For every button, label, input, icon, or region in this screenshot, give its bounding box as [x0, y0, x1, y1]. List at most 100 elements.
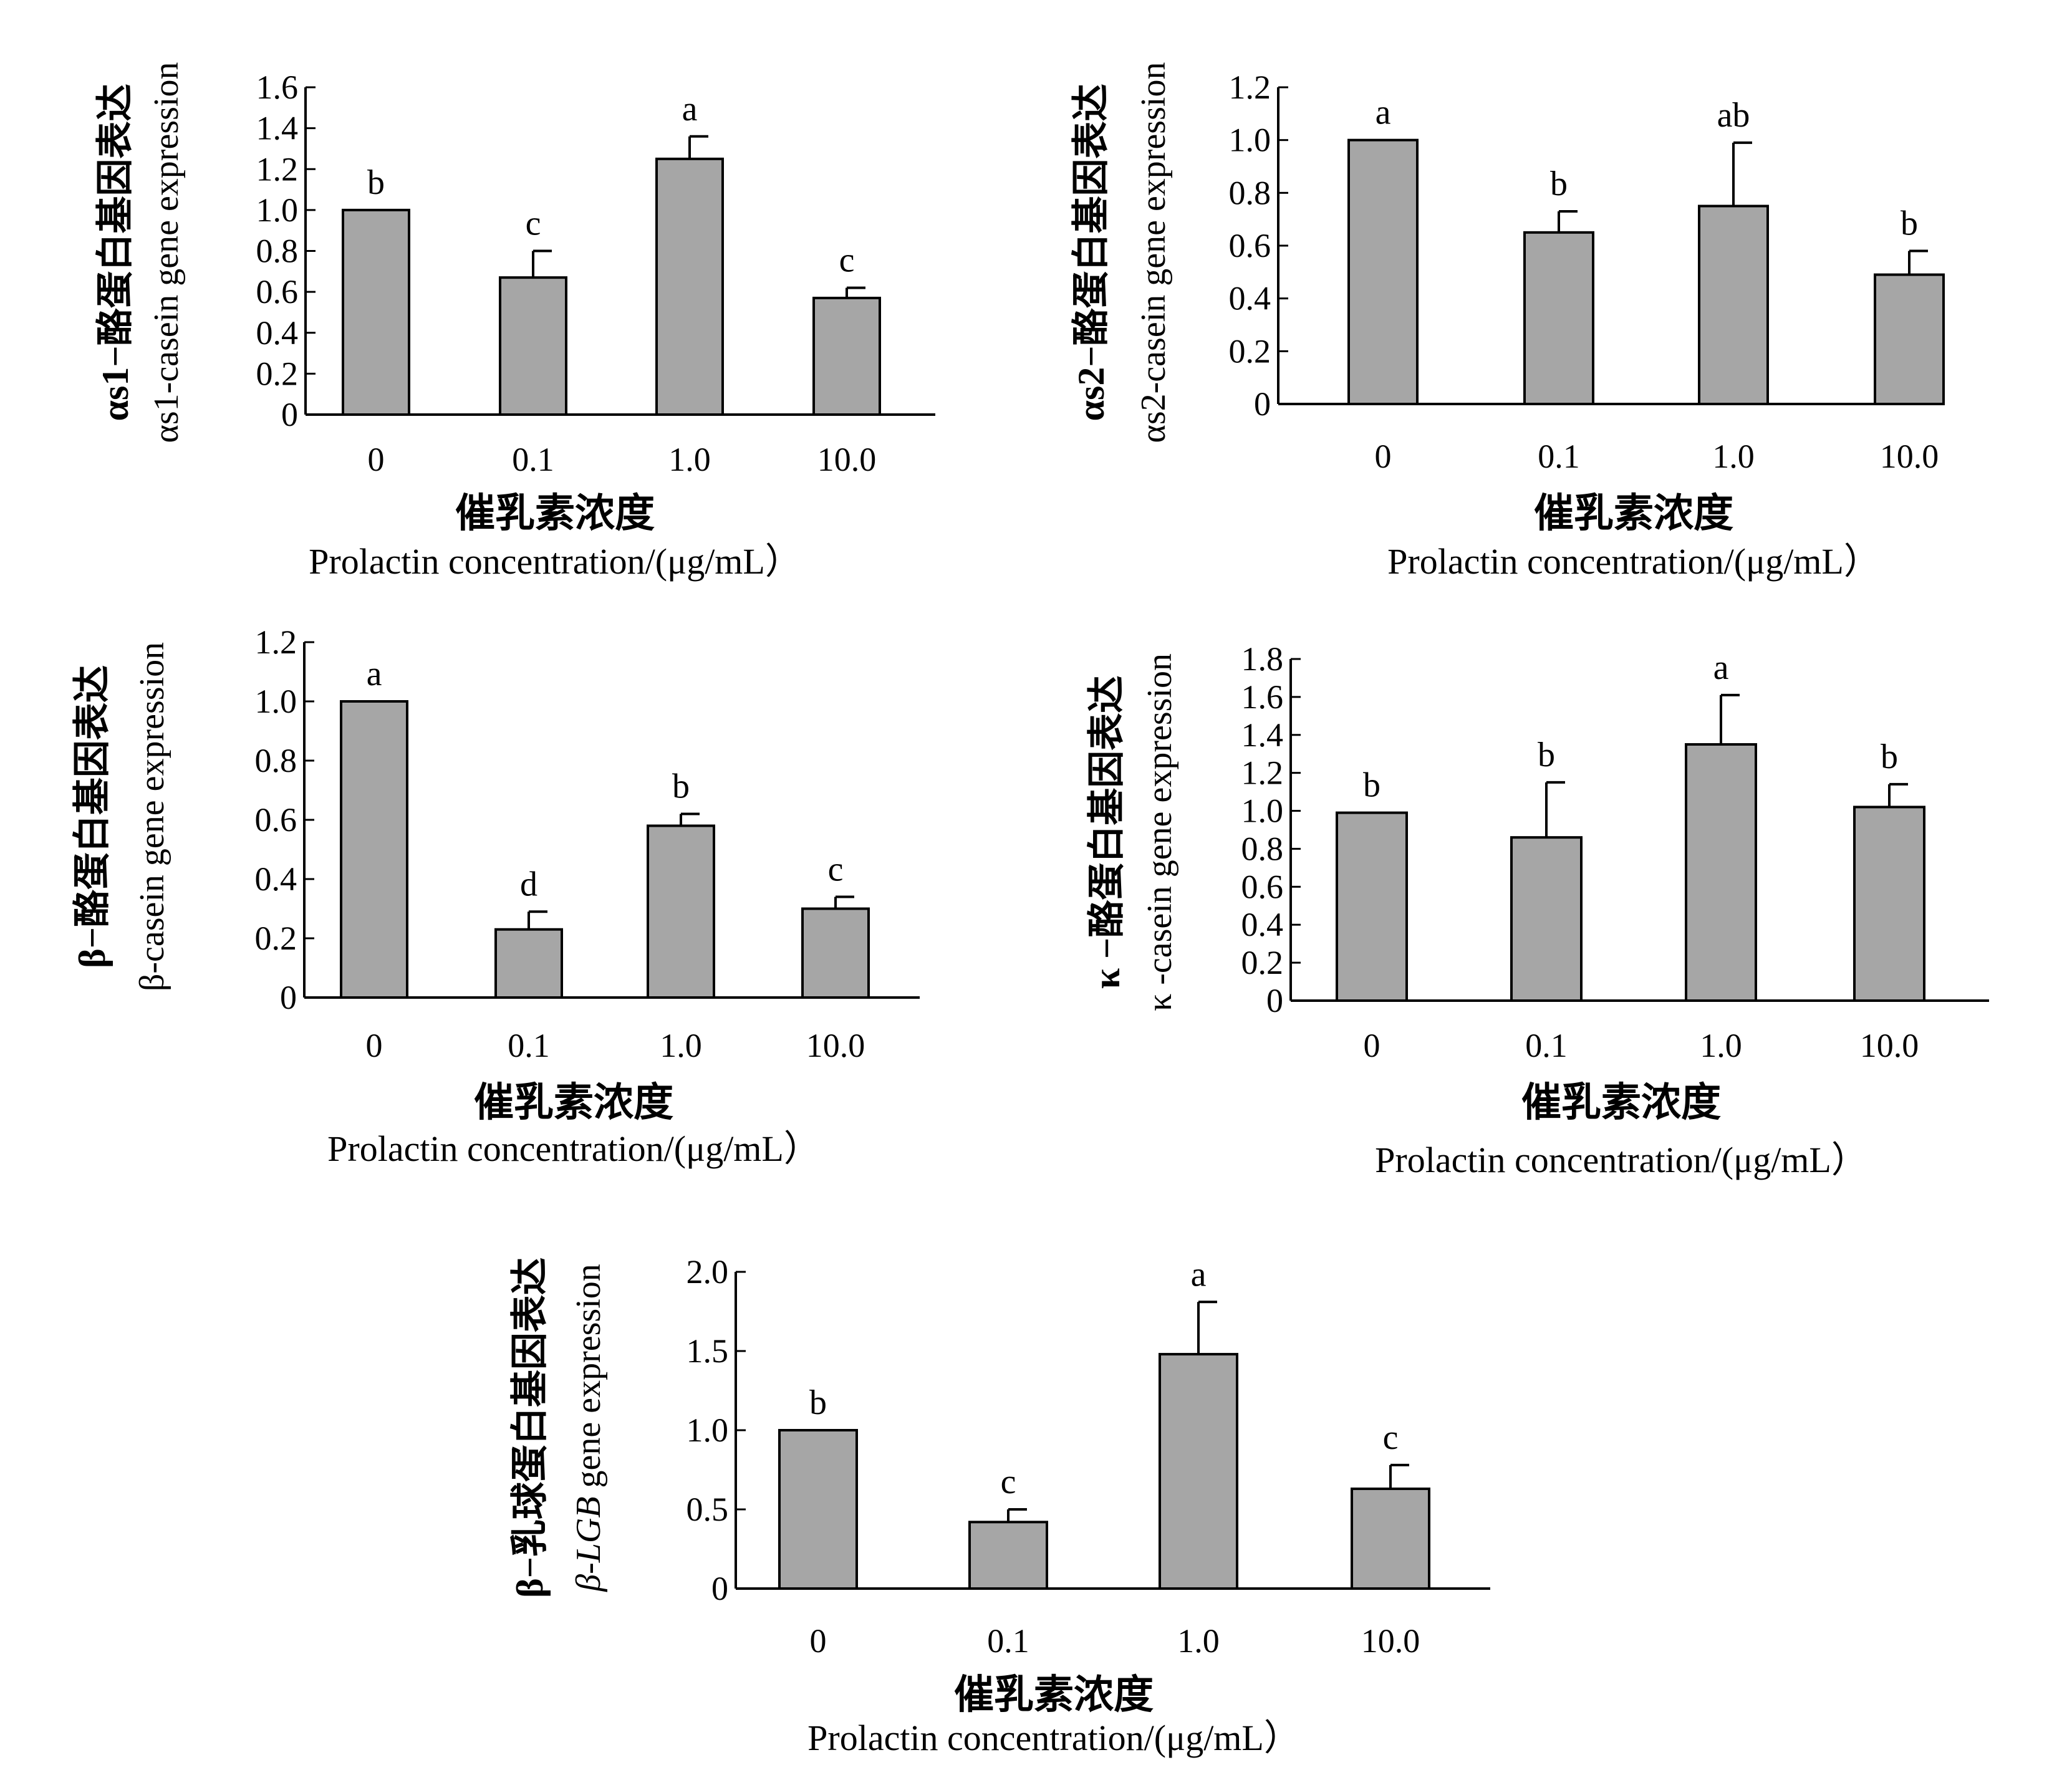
chart-3: 0 0.2 0.4 0.6 0.8 1.0 1.2 a 0 d 0.1 b 1.0 c 10.0 催乳素浓度P…	[72, 623, 920, 1169]
y-tick-label: 0	[281, 396, 298, 433]
bar	[647, 824, 715, 999]
bar	[1351, 1487, 1430, 1590]
bar	[1853, 806, 1925, 1002]
bar	[340, 700, 408, 999]
x-tick-label: 0	[366, 1027, 383, 1064]
y-tick-label: 0.2	[256, 355, 299, 392]
significance-letter: a	[1713, 648, 1729, 687]
significance-letter: a	[1376, 94, 1391, 132]
x-axis-label-cn: 催乳素浓度	[455, 491, 655, 536]
x-tick-label: 1.0	[1177, 1622, 1220, 1660]
y-tick-label: 1.0	[1229, 122, 1271, 159]
significance-letter: b	[1538, 736, 1555, 774]
bar	[1685, 743, 1757, 1002]
y-tick-label: 1.6	[256, 69, 299, 106]
y-tick-label: 0.8	[255, 742, 297, 779]
x-tick-label: 0	[1364, 1027, 1381, 1064]
significance-letter: b	[1363, 766, 1381, 805]
y-axis-label-cn: β−酪蛋白基因表达	[72, 665, 113, 968]
x-axis-label-en: Prolactin concentration/(μg/mL）	[327, 1128, 820, 1169]
y-tick-label: 2.0	[687, 1253, 729, 1291]
bar	[801, 907, 870, 999]
x-tick-label: 0	[368, 441, 385, 478]
chart-2: 0 0.2 0.4 0.6 0.8 1.0 1.2 a 0 b 0.1 ab 1.0 b 10.0 催乳素浓度…	[1071, 62, 1945, 582]
bar	[1698, 204, 1769, 405]
significance-letter: a	[682, 90, 698, 128]
significance-letter: b	[672, 767, 690, 806]
x-tick-label: 0.1	[1525, 1027, 1568, 1064]
y-axis-label-cn: αs2−酪蛋白基因表达	[1071, 84, 1112, 421]
y-tick-label: 1.0	[256, 191, 299, 229]
y-tick-label: 0.8	[256, 233, 299, 270]
y-axis-label-cn: β−乳球蛋白基因表达	[509, 1258, 551, 1598]
y-axis-label-cn: αs1−酪蛋白基因表达	[95, 84, 136, 421]
y-tick-label: 0.8	[1241, 830, 1284, 867]
bar	[342, 208, 410, 416]
x-tick-label: 10.0	[1860, 1027, 1919, 1064]
y-tick-label: 1.2	[1241, 754, 1284, 792]
x-tick-label: 10.0	[817, 441, 877, 478]
bar	[968, 1521, 1048, 1590]
x-tick-label: 0.1	[512, 441, 554, 478]
x-tick-label: 0	[810, 1622, 827, 1660]
y-axis-label-gene: β-LGB	[569, 1496, 608, 1592]
y-tick-label: 0	[1266, 982, 1283, 1019]
y-tick-label: 1.0	[255, 683, 297, 720]
y-axis-label-cn: κ −酪蛋白基因表达	[1086, 676, 1127, 989]
significance-letter: c	[1001, 1463, 1016, 1501]
y-tick-label: 0.6	[255, 801, 297, 839]
significance-letter: d	[520, 865, 537, 903]
y-tick-label: 1.0	[1241, 792, 1284, 830]
bar	[1874, 273, 1945, 406]
y-tick-label: 1.6	[1241, 678, 1284, 716]
x-axis-label-en: Prolactin concentration/(μg/mL）	[807, 1718, 1300, 1758]
y-tick-label: 1.5	[687, 1332, 729, 1370]
significance-letter: b	[1881, 738, 1898, 776]
y-tick-label: 0.6	[256, 273, 299, 310]
y-tick-label: 1.8	[1241, 640, 1284, 678]
significance-letter: c	[1383, 1418, 1399, 1457]
bar	[1523, 231, 1594, 405]
chart-5: 0 0.5 1.0 1.5 2.0 b 0 c 0.1 a 1.0 c 10.0 催乳素浓度Prolact…	[509, 1253, 1490, 1758]
bar	[494, 928, 563, 999]
y-tick-label: 0.5	[687, 1491, 729, 1528]
y-tick-label: 1.2	[256, 150, 299, 188]
y-tick-label: 0	[711, 1570, 728, 1607]
y-tick-label: 0.6	[1241, 868, 1284, 905]
x-axis-label-en: Prolactin concentration/(μg/mL）	[1387, 541, 1880, 582]
chart-1: 00.20.40.60.81.01.21.41.6b0c0.1a1.0c10.0…	[95, 62, 935, 582]
x-tick-label: 10.0	[1880, 438, 1939, 475]
y-tick-label: 1.2	[255, 623, 297, 661]
y-axis-label-rest: gene expression	[569, 1264, 608, 1496]
bar	[499, 276, 567, 416]
y-tick-label: 0.4	[256, 314, 299, 352]
y-axis-label-en: β-casein gene expression	[133, 642, 171, 991]
bar	[812, 296, 881, 416]
x-axis-label-cn: 催乳素浓度	[954, 1673, 1154, 1717]
x-axis-label-en: Prolactin concentration/(μg/mL）	[1375, 1140, 1867, 1180]
x-tick-label: 1.0	[1712, 438, 1755, 475]
x-tick-label: 10.0	[806, 1027, 865, 1064]
significance-letter: c	[828, 850, 844, 889]
y-tick-label: 0	[280, 979, 297, 1016]
x-tick-label: 0.1	[987, 1622, 1029, 1660]
significance-letter: b	[367, 163, 385, 202]
significance-letter: a	[1191, 1255, 1207, 1294]
bar	[1347, 138, 1419, 406]
bar	[655, 157, 724, 416]
y-tick-label: 0.8	[1229, 174, 1271, 211]
significance-letter: b	[809, 1383, 827, 1422]
y-tick-label: 0.2	[1229, 332, 1271, 370]
y-tick-label: 1.4	[1241, 716, 1284, 754]
y-tick-label: 0.4	[255, 860, 297, 898]
x-tick-label: 1.0	[660, 1027, 702, 1064]
bar	[1336, 811, 1408, 1002]
bar	[1510, 836, 1583, 1002]
y-axis-label-en: κ -casein gene expression	[1140, 653, 1179, 1011]
y-tick-label: 1.2	[1229, 69, 1271, 106]
bar	[1159, 1353, 1238, 1590]
y-axis-label-en: αs2-casein gene expression	[1134, 62, 1173, 443]
bar	[778, 1429, 858, 1590]
significance-letter: a	[367, 655, 382, 693]
significance-letter: ab	[1717, 96, 1750, 135]
